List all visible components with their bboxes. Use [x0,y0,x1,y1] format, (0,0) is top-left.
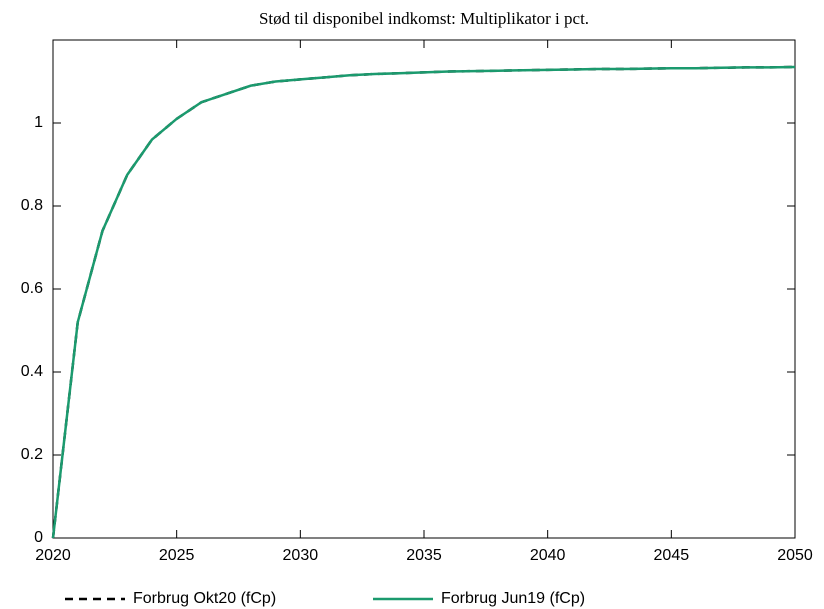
legend-label: Forbrug Okt20 (fCp) [133,590,276,607]
y-tick-label: 0.4 [21,363,43,380]
x-tick-label: 2050 [777,547,813,564]
y-tick-label: 0.6 [21,280,43,297]
plot-frame [52,39,796,539]
x-tick-label: 2030 [283,547,319,564]
y-tick-label: 1 [34,114,43,131]
x-tick-label: 2045 [654,547,690,564]
x-tick-label: 2035 [406,547,442,564]
y-tick-label: 0.2 [21,446,43,463]
y-tick-label: 0 [34,529,43,546]
chart-title: Stød til disponibel indkomst: Multiplika… [259,9,589,28]
series-line [51,65,796,539]
series-line [51,65,796,539]
x-tick-label: 2040 [530,547,566,564]
x-tick-label: 2025 [159,547,195,564]
x-tick-label: 2020 [35,547,71,564]
y-tick-label: 0.8 [21,197,43,214]
legend-label: Forbrug Jun19 (fCp) [441,590,585,607]
